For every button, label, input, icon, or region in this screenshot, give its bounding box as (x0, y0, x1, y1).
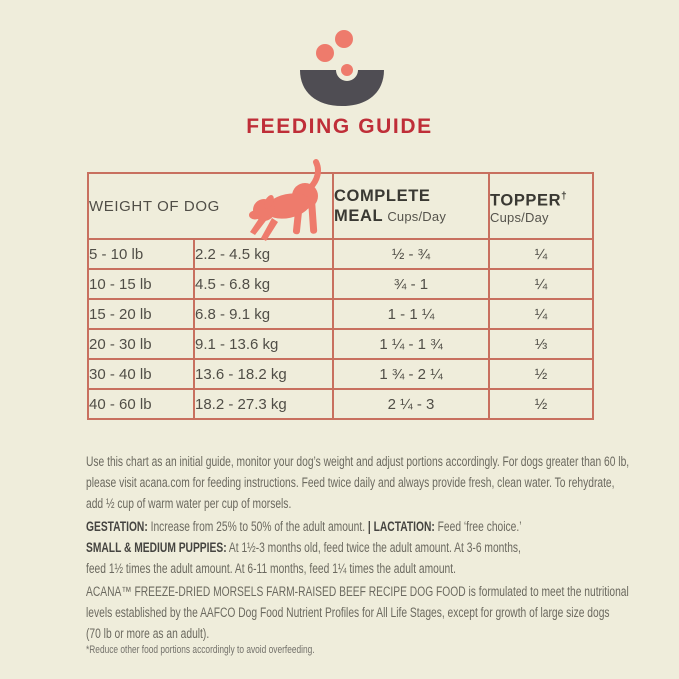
topper-cups-value: ¼ (488, 268, 595, 300)
header-complete-meal: COMPLETE MEAL Cups/Day (332, 172, 491, 240)
table-row: 10 - 15 lb 4.5 - 6.8 kg ¾ - 1 ¼ (87, 268, 595, 300)
puppies-line: SMALL & MEDIUM PUPPIES: At 1½-3 months o… (86, 537, 600, 558)
table-row: 20 - 30 lb 9.1 - 13.6 kg 1 ¼ - 1 ¾ ⅓ (87, 328, 595, 360)
morsel-dot-left (316, 44, 334, 62)
weight-kg-value: 4.5 - 6.8 kg (192, 268, 335, 300)
weight-kg-value: 18.2 - 27.3 kg (192, 388, 335, 420)
usage-note: Use this chart as an initial guide, moni… (86, 451, 630, 514)
aafco-line: levels established by the AAFCO Dog Food… (86, 605, 610, 620)
puppies-text: At 1½-3 months old, feed twice the adult… (226, 540, 521, 555)
dog-body (265, 193, 311, 219)
feeding-guide-table: WEIGHT OF DOG COMPLETE MEAL Cups/Day TOP… (86, 172, 595, 420)
lactation-label: | LACTATION: (367, 519, 435, 534)
table-row: 15 - 20 lb 6.8 - 9.1 kg 1 - 1 ¼ ¼ (87, 298, 595, 330)
weight-lb-value: 5 - 10 lb (87, 238, 195, 270)
dog-hind-leg (308, 199, 318, 234)
topper-footnote: *Reduce other food portions accordingly … (86, 644, 315, 656)
topper-cups-value: ½ (488, 388, 595, 420)
usage-note-line: add ½ cup of warm water per cup of morse… (86, 496, 292, 511)
topper-cups-value: ¼ (488, 238, 595, 270)
playing-dog-icon (249, 159, 321, 241)
table-row: 5 - 10 lb 2.2 - 4.5 kg ½ - ¾ ¼ (87, 238, 595, 270)
weight-kg-value: 6.8 - 9.1 kg (192, 298, 335, 330)
dog-tail (307, 159, 321, 191)
weight-lb-value: 10 - 15 lb (87, 268, 195, 300)
morsel-dot-top (335, 30, 353, 48)
weight-kg-value: 13.6 - 18.2 kg (192, 358, 335, 390)
topper-unit-label: Cups/Day (490, 210, 549, 226)
complete-label: COMPLETE (334, 187, 431, 205)
lifestage-note: GESTATION: Increase from 25% to 50% of t… (86, 516, 600, 579)
weight-lb-value: 40 - 60 lb (87, 388, 195, 420)
gestation-label: GESTATION: (86, 519, 148, 534)
dog-front-leg (261, 218, 278, 241)
table-row: 30 - 40 lb 13.6 - 18.2 kg 1 ¾ - 2 ¼ ½ (87, 358, 595, 390)
lactation-text: Feed ‘free choice.’ (434, 519, 522, 534)
weight-lb-value: 30 - 40 lb (87, 358, 195, 390)
aafco-line: ACANA™ FREEZE-DRIED MORSELS FARM-RAISED … (86, 584, 629, 599)
topper-cups-value: ½ (488, 358, 595, 390)
table-header-row: WEIGHT OF DOG COMPLETE MEAL Cups/Day TOP… (86, 172, 595, 240)
usage-note-line: please visit acana.com for feeding instr… (86, 475, 615, 490)
weight-lb-value: 15 - 20 lb (87, 298, 195, 330)
puppies-label: SMALL & MEDIUM PUPPIES: (86, 540, 227, 555)
dog-muzzle (249, 210, 261, 220)
puppies-line: feed 1½ times the adult amount. At 6-11 … (86, 561, 456, 576)
weight-of-dog-label: WEIGHT OF DOG (89, 197, 220, 215)
food-bowl-icon (300, 30, 384, 106)
topper-cups-value: ⅓ (488, 328, 595, 360)
aafco-line: (70 lb or more as an adult). (86, 626, 210, 641)
meal-cups-value: 1 - 1 ¼ (332, 298, 491, 330)
meal-label: MEAL (334, 207, 384, 225)
meal-unit-label: Cups/Day (387, 209, 447, 224)
meal-cups-value: 1 ¾ - 2 ¼ (332, 358, 491, 390)
gestation-lactation-line: GESTATION: Increase from 25% to 50% of t… (86, 516, 600, 537)
weight-kg-value: 9.1 - 13.6 kg (192, 328, 335, 360)
meal-cups-value: 1 ¼ - 1 ¾ (332, 328, 491, 360)
topper-footnote-mark: † (561, 190, 568, 202)
bowl-shape (300, 70, 384, 106)
meal-cups-value: ½ - ¾ (332, 238, 491, 270)
page-title: FEEDING GUIDE (246, 115, 433, 138)
weight-kg-value: 2.2 - 4.5 kg (192, 238, 335, 270)
header-topper: TOPPER† Cups/Day (488, 172, 595, 240)
gestation-text: Increase from 25% to 50% of the adult am… (147, 519, 368, 534)
topper-cups-value: ¼ (488, 298, 595, 330)
usage-note-line: Use this chart as an initial guide, moni… (86, 454, 630, 469)
table-row: 40 - 60 lb 18.2 - 27.3 kg 2 ¼ - 3 ½ (87, 388, 595, 420)
dog-ear (264, 194, 274, 210)
morsel-dot-rim (336, 59, 358, 81)
meal-cups-value: ¾ - 1 (332, 268, 491, 300)
weight-lb-value: 20 - 30 lb (87, 328, 195, 360)
topper-label: TOPPER (490, 191, 562, 210)
aafco-statement: ACANA™ FREEZE-DRIED MORSELS FARM-RAISED … (86, 581, 629, 644)
meal-cups-value: 2 ¼ - 3 (332, 388, 491, 420)
